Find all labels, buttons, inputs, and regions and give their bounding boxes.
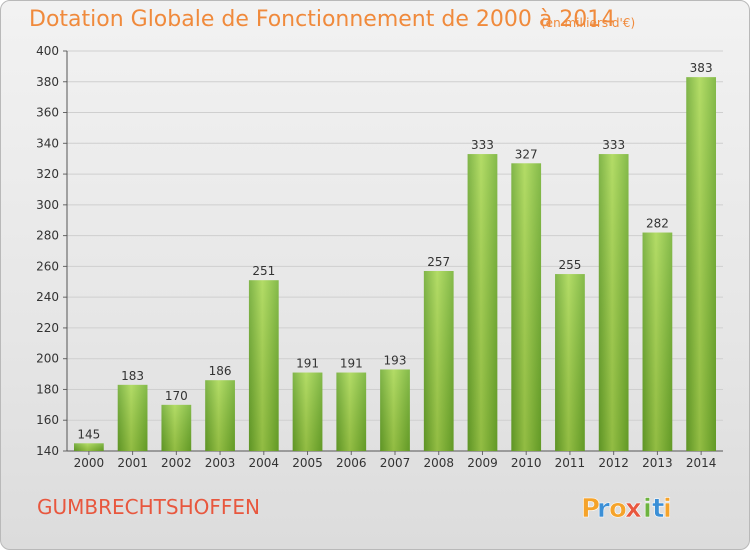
y-tick-label: 300 — [36, 198, 59, 212]
x-tick-label-2012: 2012 — [598, 456, 629, 470]
x-tick-labels: 2000 2001 2002 2003 2004 2005 2006 2007 2008 2009… — [74, 456, 717, 470]
x-tick-label-2005: 2005 — [292, 456, 323, 470]
bar-shade-2010 — [511, 163, 542, 452]
proxiti-logo[interactable]: Pr ox i ti — [579, 487, 691, 527]
bar-shade-2002 — [161, 404, 192, 451]
data-label-2011: 255 — [558, 258, 581, 272]
bar-shade-2007 — [380, 369, 410, 451]
data-label-2007: 193 — [384, 353, 407, 367]
bar-shade-2009 — [467, 154, 498, 452]
data-label-2014: 383 — [690, 61, 713, 75]
bar-shade-2008 — [423, 271, 454, 451]
y-tick-label: 360 — [36, 106, 59, 120]
y-tick-label: 260 — [36, 259, 59, 273]
data-label-2001: 183 — [121, 369, 144, 383]
logo-letter: o — [609, 494, 627, 524]
x-tick-label-2007: 2007 — [380, 456, 411, 470]
logo-letter: i — [663, 494, 672, 524]
y-tick-label: 160 — [36, 413, 59, 427]
bar-shade-2001 — [117, 384, 148, 451]
data-label-2005: 191 — [296, 357, 319, 371]
bar-shade-2004 — [248, 280, 279, 451]
y-tick-label: 140 — [36, 444, 59, 458]
logo-letter: t — [652, 494, 664, 524]
data-label-2000: 145 — [77, 427, 100, 441]
x-tick-label-2008: 2008 — [423, 456, 454, 470]
bar-shade-2013 — [642, 232, 673, 451]
logo-letter: x — [625, 494, 642, 524]
y-tick-label: 320 — [36, 167, 59, 181]
commune-name: GUMBRECHTSHOFFEN — [37, 495, 260, 519]
bar-shade-2003 — [205, 380, 235, 451]
x-tick-label-2014: 2014 — [686, 456, 717, 470]
chart-subtitle: (en milliers d'€) — [541, 16, 636, 30]
bar-shade-2000 — [73, 443, 104, 451]
y-tick-label: 400 — [36, 44, 59, 58]
bars — [73, 77, 717, 452]
y-tick-label: 180 — [36, 382, 59, 396]
data-label-2010: 327 — [515, 147, 538, 161]
x-tick-label-2000: 2000 — [74, 456, 105, 470]
bar-shade-2006 — [336, 372, 367, 451]
x-tick-label-2010: 2010 — [511, 456, 542, 470]
data-labels: 145 183 170 186 251 191 191 193 257 333 327 255 333 2… — [77, 61, 712, 441]
bar-shade-2012 — [598, 154, 629, 452]
y-tick-label: 240 — [36, 290, 59, 304]
x-tick-label-2011: 2011 — [555, 456, 586, 470]
y-tick-label: 340 — [36, 136, 59, 150]
y-tick-labels: 140 160 180 200 220 240 260 280 300 320 340 360 380 4… — [36, 44, 59, 458]
bar-shade-2011 — [555, 274, 585, 451]
y-tick-label: 380 — [36, 75, 59, 89]
x-tick-label-2006: 2006 — [336, 456, 367, 470]
x-tick-label-2013: 2013 — [642, 456, 673, 470]
data-label-2002: 170 — [165, 389, 188, 403]
x-tick-label-2003: 2003 — [205, 456, 236, 470]
data-label-2009: 333 — [471, 138, 494, 152]
logo-letter: i — [643, 494, 652, 524]
bar-shade-2014 — [686, 77, 717, 452]
data-label-2008: 257 — [427, 255, 450, 269]
y-tick-label: 280 — [36, 229, 59, 243]
logo-letter: P — [581, 494, 600, 524]
x-tick-label-2001: 2001 — [117, 456, 148, 470]
x-tick-label-2002: 2002 — [161, 456, 192, 470]
y-tick-label: 220 — [36, 321, 59, 335]
data-label-2013: 282 — [646, 217, 669, 231]
data-label-2006: 191 — [340, 357, 363, 371]
chart-title: Dotation Globale de Fonctionnement de 20… — [29, 7, 616, 32]
logo-letter: r — [597, 494, 610, 524]
y-tick-label: 200 — [36, 352, 59, 366]
data-label-2004: 251 — [252, 264, 275, 278]
x-tick-label-2009: 2009 — [467, 456, 498, 470]
data-label-2003: 186 — [209, 364, 232, 378]
x-tick-label-2004: 2004 — [249, 456, 280, 470]
data-label-2012: 333 — [602, 138, 625, 152]
bar-shade-2005 — [292, 372, 323, 451]
